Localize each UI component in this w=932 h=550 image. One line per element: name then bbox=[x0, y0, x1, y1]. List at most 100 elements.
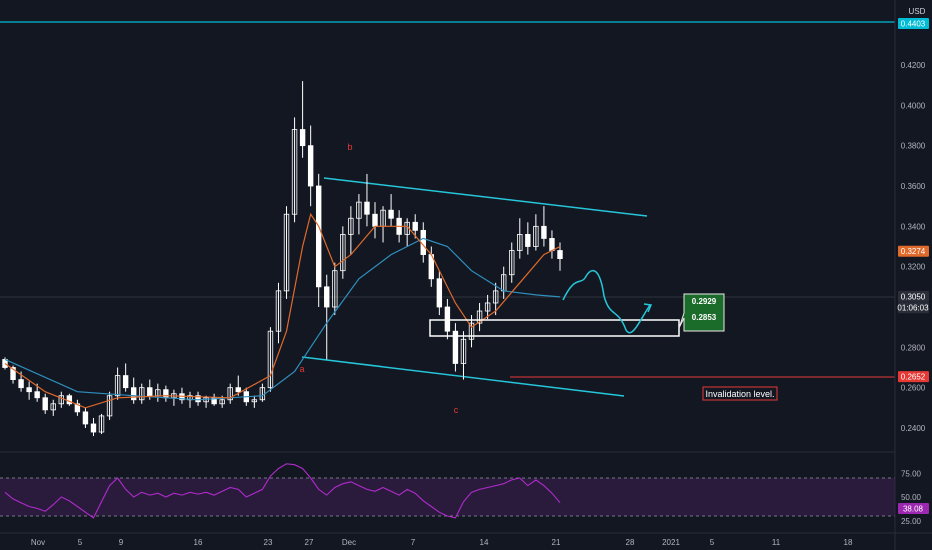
rsi-tick-label: 25.00 bbox=[901, 517, 922, 526]
y-tick-label: 0.2400 bbox=[901, 424, 926, 433]
x-ticks: Nov 5 9 16 23 27 Dec 7 14 21 28 2021 5 11 18 bbox=[31, 538, 853, 547]
candle-body bbox=[315, 185, 322, 288]
x-tick-label: 21 bbox=[552, 538, 561, 547]
candle-body bbox=[388, 209, 394, 219]
price-badge bbox=[898, 18, 929, 30]
candle-body bbox=[299, 129, 306, 147]
ma-fast-line bbox=[4, 212, 561, 409]
candle-body bbox=[82, 411, 89, 425]
candle-body bbox=[139, 387, 145, 401]
candle-body bbox=[557, 250, 563, 260]
y-ticks: 0.4200 0.4000 0.3800 0.3600 0.3400 0.3200 0.28… bbox=[901, 61, 926, 433]
x-tick-label: 23 bbox=[264, 538, 273, 547]
price-axis[interactable]: USD 0.4200 0.4000 0.3800 0.3600 0.3400 0.3200… bbox=[894, 0, 929, 550]
candle-body bbox=[444, 306, 451, 332]
candle-body bbox=[533, 225, 539, 247]
y-tick-label: 0.3400 bbox=[901, 222, 926, 231]
price-badge bbox=[898, 290, 929, 302]
candle-body bbox=[436, 278, 443, 308]
invalidation-label-text: Invalidation level. bbox=[705, 389, 774, 399]
candle-body bbox=[517, 233, 523, 251]
projection-arrowhead bbox=[643, 303, 653, 313]
rsi-ticks: 75.00 50.00 25.00 bbox=[901, 469, 922, 526]
y-tick-label: 0.3200 bbox=[901, 263, 926, 272]
candle-body bbox=[50, 403, 56, 411]
candle-body bbox=[106, 395, 113, 417]
candle-body bbox=[356, 201, 362, 219]
invalidation-label-box bbox=[702, 386, 778, 401]
price-badge bbox=[898, 245, 929, 257]
candle-body bbox=[98, 415, 105, 433]
rsi-pane bbox=[0, 451, 895, 519]
wave-label-a: a bbox=[299, 364, 304, 374]
rsi-value-box bbox=[898, 503, 929, 514]
x-tick-label: 9 bbox=[119, 538, 124, 547]
candle-body bbox=[348, 217, 354, 235]
candle-body bbox=[219, 399, 225, 405]
candle-body bbox=[235, 387, 241, 393]
candle-body bbox=[372, 213, 378, 227]
x-tick-label: 27 bbox=[305, 538, 314, 547]
candle-body bbox=[364, 201, 370, 215]
ma-layer bbox=[4, 212, 561, 409]
rsi-layer bbox=[4, 463, 561, 519]
candle-body bbox=[66, 395, 73, 405]
candle-body bbox=[267, 330, 274, 389]
y-tick-label: 0.3800 bbox=[901, 142, 926, 151]
x-tick-label: 16 bbox=[194, 538, 203, 547]
candle-body bbox=[147, 387, 153, 397]
rsi-tick-label: 50.00 bbox=[901, 493, 922, 502]
rsi-value-badge: 38.08 bbox=[898, 503, 929, 514]
candle-body bbox=[492, 290, 499, 304]
candle-body bbox=[58, 395, 65, 405]
candle-body bbox=[541, 225, 547, 239]
time-axis[interactable]: Nov 5 9 16 23 27 Dec 7 14 21 28 2021 5 11 18 bbox=[0, 532, 932, 547]
candle-body bbox=[26, 387, 32, 393]
price-badges: 0.4403 0.3274 0.3050 01:06:03 0.2652 bbox=[897, 18, 929, 383]
target-box[interactable]: 0.2929 0.2853 bbox=[678, 293, 725, 332]
target-low-label: 0.2853 bbox=[692, 313, 717, 322]
wave-label-c: c bbox=[454, 405, 459, 415]
x-tick-label: Dec bbox=[342, 538, 356, 547]
projection-path bbox=[562, 269, 651, 334]
candle-body bbox=[10, 367, 16, 381]
candle-body bbox=[122, 375, 129, 389]
candle-body bbox=[460, 338, 467, 364]
target-high-label: 0.2929 bbox=[692, 297, 717, 306]
rsi-tick-label: 75.00 bbox=[901, 469, 922, 478]
candle-body bbox=[476, 310, 483, 324]
y-tick-label: 0.3600 bbox=[901, 182, 926, 191]
currency-label: USD bbox=[909, 7, 926, 16]
rsi-line bbox=[4, 463, 561, 519]
price-badge-text: 0.3050 bbox=[901, 292, 926, 301]
channel-upper-line[interactable] bbox=[323, 177, 648, 217]
candle-body bbox=[42, 397, 48, 411]
candle-body bbox=[291, 129, 298, 215]
y-tick-label: 0.4200 bbox=[901, 61, 926, 70]
target-box-shape bbox=[678, 293, 725, 332]
y-tick-label: 0.4000 bbox=[901, 101, 926, 110]
price-badge-text: 0.4403 bbox=[901, 20, 926, 29]
ma-slow-line bbox=[4, 237, 561, 401]
price-badge-text: 0.3274 bbox=[901, 247, 926, 256]
x-tick-label: 2021 bbox=[662, 538, 680, 547]
candle-body bbox=[275, 290, 282, 332]
candle-body bbox=[130, 387, 137, 401]
candle-body bbox=[227, 387, 233, 401]
candle-body bbox=[18, 379, 24, 389]
x-tick-label: 5 bbox=[78, 538, 83, 547]
candle-body bbox=[195, 395, 201, 403]
candle-body bbox=[90, 423, 97, 433]
candle-body bbox=[34, 391, 40, 399]
rsi-band bbox=[0, 478, 895, 516]
candle-body bbox=[452, 330, 459, 364]
candle-body bbox=[74, 403, 81, 413]
wave-label-b: b bbox=[347, 142, 352, 152]
candle-body bbox=[525, 233, 531, 247]
invalidation-label[interactable]: Invalidation level. bbox=[702, 386, 778, 401]
x-tick-label: 18 bbox=[844, 538, 853, 547]
x-tick-label: 5 bbox=[710, 538, 715, 547]
candle-body bbox=[307, 145, 314, 187]
